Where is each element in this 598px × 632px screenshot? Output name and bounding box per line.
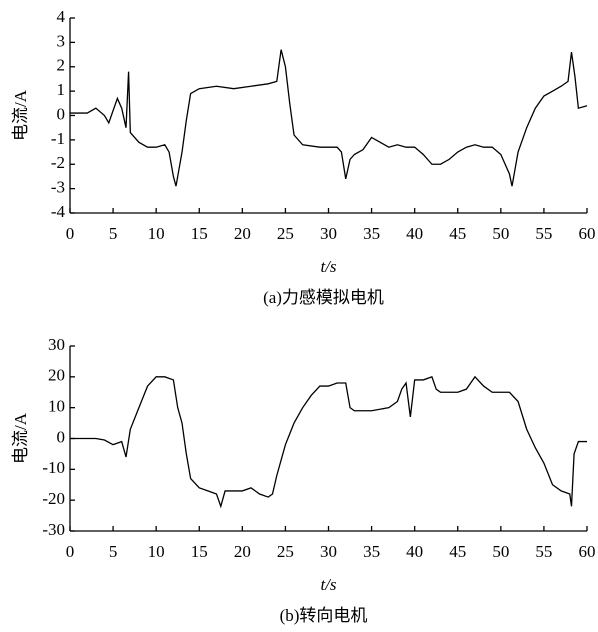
x-tick-label: 50 (492, 542, 509, 561)
y-tick-label: -4 (51, 202, 66, 221)
x-tick-label: 60 (579, 542, 596, 561)
data-line (70, 49, 588, 187)
y-tick-label: 4 (57, 7, 66, 26)
x-tick-label: 0 (66, 542, 75, 561)
x-tick-label: 20 (234, 224, 251, 243)
y-tick-label: -10 (42, 458, 65, 477)
x-tick-label: 35 (363, 224, 380, 243)
x-tick-label: 5 (109, 542, 118, 561)
x-tick-label: 60 (579, 224, 596, 243)
x-tick-label: 15 (191, 224, 208, 243)
x-tick-label: 35 (363, 542, 380, 561)
y-axis-label: 电流/A (11, 412, 30, 464)
x-tick-label: 10 (148, 224, 165, 243)
y-tick-label: -1 (51, 129, 65, 148)
y-tick-label: -20 (42, 489, 65, 508)
x-tick-label: 20 (234, 542, 251, 561)
x-tick-label: 10 (148, 542, 165, 561)
x-axis-label: t/s (320, 257, 336, 276)
x-tick-label: 0 (66, 224, 75, 243)
y-axis-label: 电流/A (11, 89, 30, 141)
x-tick-label: 30 (320, 542, 337, 561)
y-tick-label: 2 (57, 56, 66, 75)
x-tick-label: 25 (277, 542, 294, 561)
x-tick-label: 45 (449, 224, 466, 243)
x-tick-label: 55 (535, 542, 552, 561)
y-tick-label: 20 (48, 366, 65, 385)
y-tick-label: 10 (48, 397, 65, 416)
y-tick-label: -3 (51, 178, 65, 197)
y-tick-label: 1 (57, 80, 66, 99)
y-tick-label: 3 (57, 31, 66, 50)
x-tick-label: 40 (406, 542, 423, 561)
caption: (b)转向电机 (280, 606, 368, 625)
y-tick-label: 0 (57, 104, 66, 123)
x-tick-label: 45 (449, 542, 466, 561)
x-axis-label: t/s (320, 575, 336, 594)
y-tick-label: -2 (51, 153, 65, 172)
x-tick-label: 25 (277, 224, 294, 243)
caption: (a)力感模拟电机 (263, 288, 384, 307)
x-tick-label: 5 (109, 224, 118, 243)
x-tick-label: 30 (320, 224, 337, 243)
y-tick-label: 0 (57, 427, 66, 446)
data-line (70, 375, 587, 509)
x-tick-label: 15 (191, 542, 208, 561)
x-tick-label: 40 (406, 224, 423, 243)
y-tick-label: -30 (42, 520, 65, 539)
y-tick-label: 30 (48, 335, 65, 354)
x-tick-label: 55 (535, 224, 552, 243)
x-tick-label: 50 (492, 224, 509, 243)
